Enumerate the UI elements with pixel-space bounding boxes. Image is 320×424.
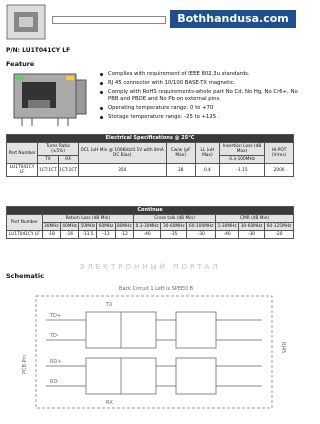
schematic-title: Schematic — [6, 272, 44, 280]
header-cell: LL (uH Max) — [194, 142, 221, 164]
header-cell: CMR (dB Min) — [215, 214, 294, 223]
cell: -1.15 — [218, 163, 266, 177]
subheader-cell: 60-100MHz — [186, 222, 217, 231]
choke — [175, 311, 217, 349]
continue-table: Continue Part Number Return Loss (dB Min… — [6, 206, 294, 239]
side-label: RJ45 — [280, 342, 286, 353]
table-title: Continue — [6, 206, 294, 215]
cell: 28 — [165, 163, 196, 177]
cell: 1CT:1CT — [57, 163, 79, 177]
pin-label: TD+ — [49, 313, 61, 319]
subheader-cell: TX — [37, 155, 59, 164]
watermark: ЭЛЕКТРОННЫЙ ПОРТАЛ — [79, 263, 221, 271]
header-cell: HI-POT (Vrms) — [264, 142, 294, 164]
cell: -30 — [238, 230, 265, 239]
cell: 0.4 — [194, 163, 221, 177]
cell: -30 — [186, 230, 217, 239]
pin-label: RD- — [50, 379, 59, 385]
subheader-cell: 0.3-100MHz — [218, 155, 266, 164]
feature-item: Complies with requirement of IEEE 802.3u… — [100, 71, 304, 78]
side-label: PCB Pin — [22, 355, 28, 374]
subheader-cell: RX — [57, 155, 79, 164]
subheader-cell: 40MHz — [59, 222, 80, 231]
subheader-cell: 60MHz — [96, 222, 116, 231]
cell: LU1T041CY LF — [6, 230, 43, 239]
table-title: Electrical Specifications @ 25°C — [6, 134, 294, 143]
cell: -13.5 — [78, 230, 98, 239]
electrical-table: Electrical Specifications @ 25°C Part Nu… — [5, 134, 294, 177]
header-line — [52, 16, 166, 24]
cell: -18 — [41, 230, 61, 239]
cell: -12 — [114, 230, 134, 239]
header-cell: Insertion Loss (dB Max) — [218, 142, 266, 156]
logo — [6, 4, 46, 40]
header-cell: Return Loss (dB Min) — [41, 214, 134, 223]
cell: -13 — [96, 230, 116, 239]
header-cell: Cross talk (dB Min) — [132, 214, 217, 223]
cell: 1CT:1CT — [37, 163, 59, 177]
cell: -20 — [264, 230, 294, 239]
cell: -16 — [59, 230, 80, 239]
subheader-cell: 30MHz — [41, 222, 61, 231]
header-cell: Cw/w (pF Max) — [165, 142, 196, 164]
datasheet-page: Bothhandusa.com P/N: LU1T041CY LF Featur… — [5, 4, 298, 409]
schematic-caption: Back Circuit 1 Left is SPEED B — [119, 286, 194, 292]
cell: LU1T041CY LF — [5, 163, 39, 177]
schematic: Back Circuit 1 Left is SPEED B TX RX TD+… — [22, 286, 286, 409]
header-cell: Part Number — [5, 142, 39, 164]
feature-title: Feature — [6, 60, 35, 68]
feature-item: RJ 45 connector with 10/100 BASE-TX magn… — [100, 80, 304, 87]
part-number: P/N: LU1T041CY LF — [6, 47, 71, 54]
subheader-cell: 30-60MHz — [238, 222, 265, 231]
cell: 2000 — [264, 163, 294, 177]
subheader-cell: 0.3-30MHz — [132, 222, 162, 231]
header-cell: Turns Ratio (±5%) — [37, 142, 79, 156]
pin-label: TD- — [49, 333, 59, 339]
pin-label: RD+ — [50, 359, 62, 365]
schematic-label: TX — [105, 302, 113, 308]
subheader-cell: 1-30MHz — [215, 222, 240, 231]
subheader-cell: 30-60MHz — [160, 222, 188, 231]
header-cell: OCL (uH Min @ 100KHz/0.1V with 8mA DC Bi… — [77, 142, 167, 164]
subheader-cell: 80MHz — [114, 222, 134, 231]
subheader-cell: 50MHz — [78, 222, 98, 231]
feature-item: Operating temperature range: 0 to +70 — [100, 105, 304, 112]
subheader-cell: 60-125MHz — [264, 222, 294, 231]
feature-item: Comply with RoHS requirements-whole part… — [100, 89, 304, 103]
header-cell: Part Number — [6, 214, 43, 231]
cell: 350 — [77, 163, 167, 177]
cell: -40 — [132, 230, 162, 239]
schematic-label: RX — [106, 400, 113, 406]
brand: Bothhandusa.com — [170, 10, 296, 28]
product-image — [13, 73, 87, 126]
cell: -35 — [160, 230, 188, 239]
choke — [175, 357, 217, 395]
cell: -40 — [215, 230, 240, 239]
feature-item: Storage temperature range: -25 to +125 . — [100, 114, 304, 121]
